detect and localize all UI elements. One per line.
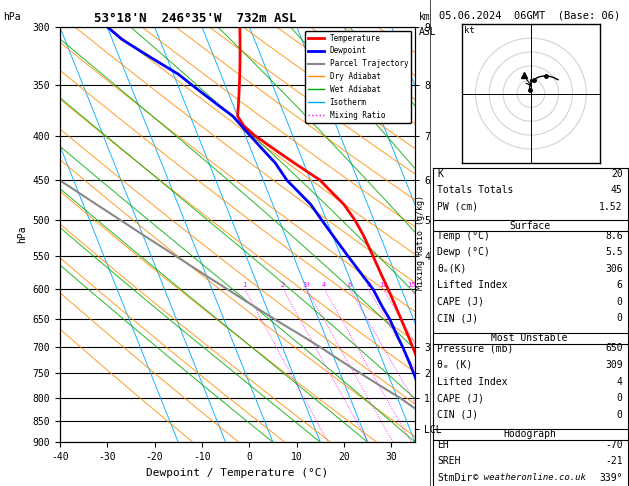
X-axis label: Dewpoint / Temperature (°C): Dewpoint / Temperature (°C) xyxy=(147,468,328,478)
Text: ASL: ASL xyxy=(419,27,437,37)
Text: 0: 0 xyxy=(617,410,623,419)
Text: km: km xyxy=(419,12,431,22)
Text: 1: 1 xyxy=(243,282,247,288)
Text: CIN (J): CIN (J) xyxy=(437,313,478,323)
Text: Temp (°C): Temp (°C) xyxy=(437,231,490,241)
Text: -70: -70 xyxy=(605,440,623,450)
Text: 2: 2 xyxy=(281,282,285,288)
Text: 0: 0 xyxy=(617,313,623,323)
Text: StmDir: StmDir xyxy=(437,473,472,483)
Text: CAPE (J): CAPE (J) xyxy=(437,297,484,307)
Text: Mixing Ratio (g/kg): Mixing Ratio (g/kg) xyxy=(416,195,425,291)
Text: -21: -21 xyxy=(605,456,623,466)
Text: 45: 45 xyxy=(611,185,623,195)
Text: kt: kt xyxy=(464,26,475,35)
Text: Most Unstable: Most Unstable xyxy=(491,333,568,343)
Text: 309: 309 xyxy=(605,360,623,370)
Text: SREH: SREH xyxy=(437,456,460,466)
Text: CIN (J): CIN (J) xyxy=(437,410,478,419)
Text: 8.6: 8.6 xyxy=(605,231,623,241)
Text: Hodograph: Hodograph xyxy=(503,430,556,439)
Text: Totals Totals: Totals Totals xyxy=(437,185,513,195)
Text: 10: 10 xyxy=(379,282,387,288)
Text: Surface: Surface xyxy=(509,221,550,230)
Text: 3!: 3! xyxy=(303,282,311,288)
Text: © weatheronline.co.uk: © weatheronline.co.uk xyxy=(473,473,586,482)
Text: θₑ(K): θₑ(K) xyxy=(437,264,467,274)
Text: 306: 306 xyxy=(605,264,623,274)
Text: 4: 4 xyxy=(322,282,326,288)
Text: Lifted Index: Lifted Index xyxy=(437,280,508,290)
Text: 650: 650 xyxy=(605,344,623,353)
Text: 0: 0 xyxy=(617,393,623,403)
Y-axis label: hPa: hPa xyxy=(17,226,27,243)
Text: 5.5: 5.5 xyxy=(605,247,623,257)
Text: 6: 6 xyxy=(617,280,623,290)
Text: 20: 20 xyxy=(611,169,623,178)
Text: 6: 6 xyxy=(348,282,352,288)
Text: 05.06.2024  06GMT  (Base: 06): 05.06.2024 06GMT (Base: 06) xyxy=(439,11,620,21)
Text: K: K xyxy=(437,169,443,178)
Text: 53°18'N  246°35'W  732m ASL: 53°18'N 246°35'W 732m ASL xyxy=(94,12,296,25)
Text: Lifted Index: Lifted Index xyxy=(437,377,508,386)
Text: 1.52: 1.52 xyxy=(599,202,623,211)
Text: θₑ (K): θₑ (K) xyxy=(437,360,472,370)
Text: 339°: 339° xyxy=(599,473,623,483)
Text: EH: EH xyxy=(437,440,449,450)
Text: hPa: hPa xyxy=(3,12,21,22)
Text: 8: 8 xyxy=(366,282,370,288)
Text: 4: 4 xyxy=(617,377,623,386)
Text: Pressure (mb): Pressure (mb) xyxy=(437,344,513,353)
Text: CAPE (J): CAPE (J) xyxy=(437,393,484,403)
Text: 15: 15 xyxy=(407,282,416,288)
Text: Dewp (°C): Dewp (°C) xyxy=(437,247,490,257)
Text: PW (cm): PW (cm) xyxy=(437,202,478,211)
Text: 0: 0 xyxy=(617,297,623,307)
Legend: Temperature, Dewpoint, Parcel Trajectory, Dry Adiabat, Wet Adiabat, Isotherm, Mi: Temperature, Dewpoint, Parcel Trajectory… xyxy=(305,31,411,122)
